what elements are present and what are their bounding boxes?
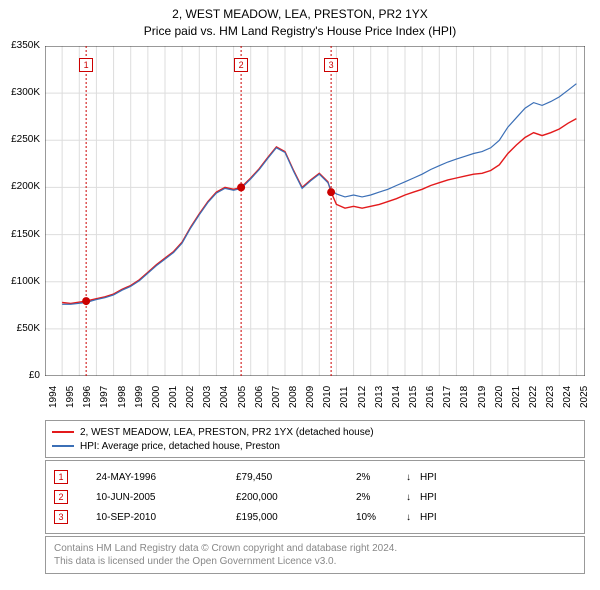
x-tick-label: 2007 — [271, 386, 282, 408]
x-tick-label: 2012 — [357, 386, 368, 408]
x-tick-label: 2004 — [219, 386, 230, 408]
x-tick-label: 2010 — [322, 386, 333, 408]
table-row: 1 24-MAY-1996 £79,450 2% ↓ HPI — [54, 467, 576, 487]
x-tick-label: 2017 — [442, 386, 453, 408]
down-arrow-icon: ↓ — [406, 512, 420, 523]
x-tick-label: 2002 — [185, 386, 196, 408]
x-tick-label: 2006 — [254, 386, 265, 408]
transactions-table: 1 24-MAY-1996 £79,450 2% ↓ HPI 2 10-JUN-… — [45, 460, 585, 534]
transaction-vs: HPI — [420, 472, 437, 483]
transaction-vs: HPI — [420, 492, 437, 503]
x-tick-label: 1995 — [65, 386, 76, 408]
x-tick-label: 1997 — [99, 386, 110, 408]
legend-row-property: 2, WEST MEADOW, LEA, PRESTON, PR2 1YX (d… — [52, 425, 578, 439]
x-tick-label: 2014 — [391, 386, 402, 408]
title-line-1: 2, WEST MEADOW, LEA, PRESTON, PR2 1YX — [0, 6, 600, 23]
legend-label: 2, WEST MEADOW, LEA, PRESTON, PR2 1YX (d… — [80, 427, 374, 438]
transaction-marker: 1 — [54, 470, 68, 484]
x-tick-label: 2015 — [408, 386, 419, 408]
x-tick-label: 2023 — [545, 386, 556, 408]
x-tick-label: 1996 — [82, 386, 93, 408]
transaction-price: £79,450 — [236, 472, 356, 483]
line-chart — [45, 46, 585, 376]
x-tick-label: 2005 — [237, 386, 248, 408]
transaction-delta: 10% — [356, 512, 406, 523]
x-tick-label: 2021 — [511, 386, 522, 408]
x-tick-label: 2020 — [494, 386, 505, 408]
legend-row-hpi: HPI: Average price, detached house, Pres… — [52, 439, 578, 453]
legend-label: HPI: Average price, detached house, Pres… — [80, 441, 280, 452]
transaction-marker-box: 1 — [79, 58, 93, 72]
transaction-delta: 2% — [356, 472, 406, 483]
x-tick-label: 2009 — [305, 386, 316, 408]
x-tick-label: 1999 — [134, 386, 145, 408]
y-tick-label: £350K — [0, 40, 40, 51]
down-arrow-icon: ↓ — [406, 472, 420, 483]
transaction-vs: HPI — [420, 512, 437, 523]
x-tick-label: 2024 — [562, 386, 573, 408]
x-tick-label: 2008 — [288, 386, 299, 408]
transaction-price: £195,000 — [236, 512, 356, 523]
x-tick-label: 2001 — [168, 386, 179, 408]
transaction-marker: 2 — [54, 490, 68, 504]
y-tick-label: £200K — [0, 181, 40, 192]
transaction-date: 10-SEP-2010 — [96, 512, 236, 523]
x-tick-label: 2000 — [151, 386, 162, 408]
y-tick-label: £50K — [0, 323, 40, 334]
x-tick-label: 2022 — [528, 386, 539, 408]
chart-title-block: 2, WEST MEADOW, LEA, PRESTON, PR2 1YX Pr… — [0, 0, 600, 40]
down-arrow-icon: ↓ — [406, 492, 420, 503]
x-tick-label: 1994 — [48, 386, 59, 408]
table-row: 3 10-SEP-2010 £195,000 10% ↓ HPI — [54, 507, 576, 527]
x-tick-label: 2019 — [477, 386, 488, 408]
legend-series: 2, WEST MEADOW, LEA, PRESTON, PR2 1YX (d… — [45, 420, 585, 458]
x-tick-label: 1998 — [117, 386, 128, 408]
transaction-marker: 3 — [54, 510, 68, 524]
legend-swatch — [52, 445, 74, 447]
title-line-2: Price paid vs. HM Land Registry's House … — [0, 23, 600, 40]
x-tick-label: 2011 — [339, 386, 350, 408]
transaction-date: 10-JUN-2005 — [96, 492, 236, 503]
attribution-line-2: This data is licensed under the Open Gov… — [54, 555, 576, 568]
transaction-marker-box: 3 — [324, 58, 338, 72]
y-tick-label: £300K — [0, 87, 40, 98]
x-tick-label: 2013 — [374, 386, 385, 408]
table-row: 2 10-JUN-2005 £200,000 2% ↓ HPI — [54, 487, 576, 507]
transaction-marker-box: 2 — [234, 58, 248, 72]
attribution-line-1: Contains HM Land Registry data © Crown c… — [54, 542, 576, 555]
y-tick-label: £150K — [0, 229, 40, 240]
legend-swatch — [52, 431, 74, 433]
x-tick-label: 2016 — [425, 386, 436, 408]
x-axis-labels: 1994 1995 1996 1997 1998 1999 2000 2001 2002 2003… — [45, 378, 585, 418]
transaction-price: £200,000 — [236, 492, 356, 503]
y-tick-label: £250K — [0, 134, 40, 145]
x-tick-label: 2018 — [459, 386, 470, 408]
transaction-delta: 2% — [356, 492, 406, 503]
x-tick-label: 2025 — [579, 386, 590, 408]
attribution-box: Contains HM Land Registry data © Crown c… — [45, 536, 585, 574]
x-tick-label: 2003 — [202, 386, 213, 408]
y-tick-label: £0 — [0, 370, 40, 381]
transaction-date: 24-MAY-1996 — [96, 472, 236, 483]
y-tick-label: £100K — [0, 276, 40, 287]
